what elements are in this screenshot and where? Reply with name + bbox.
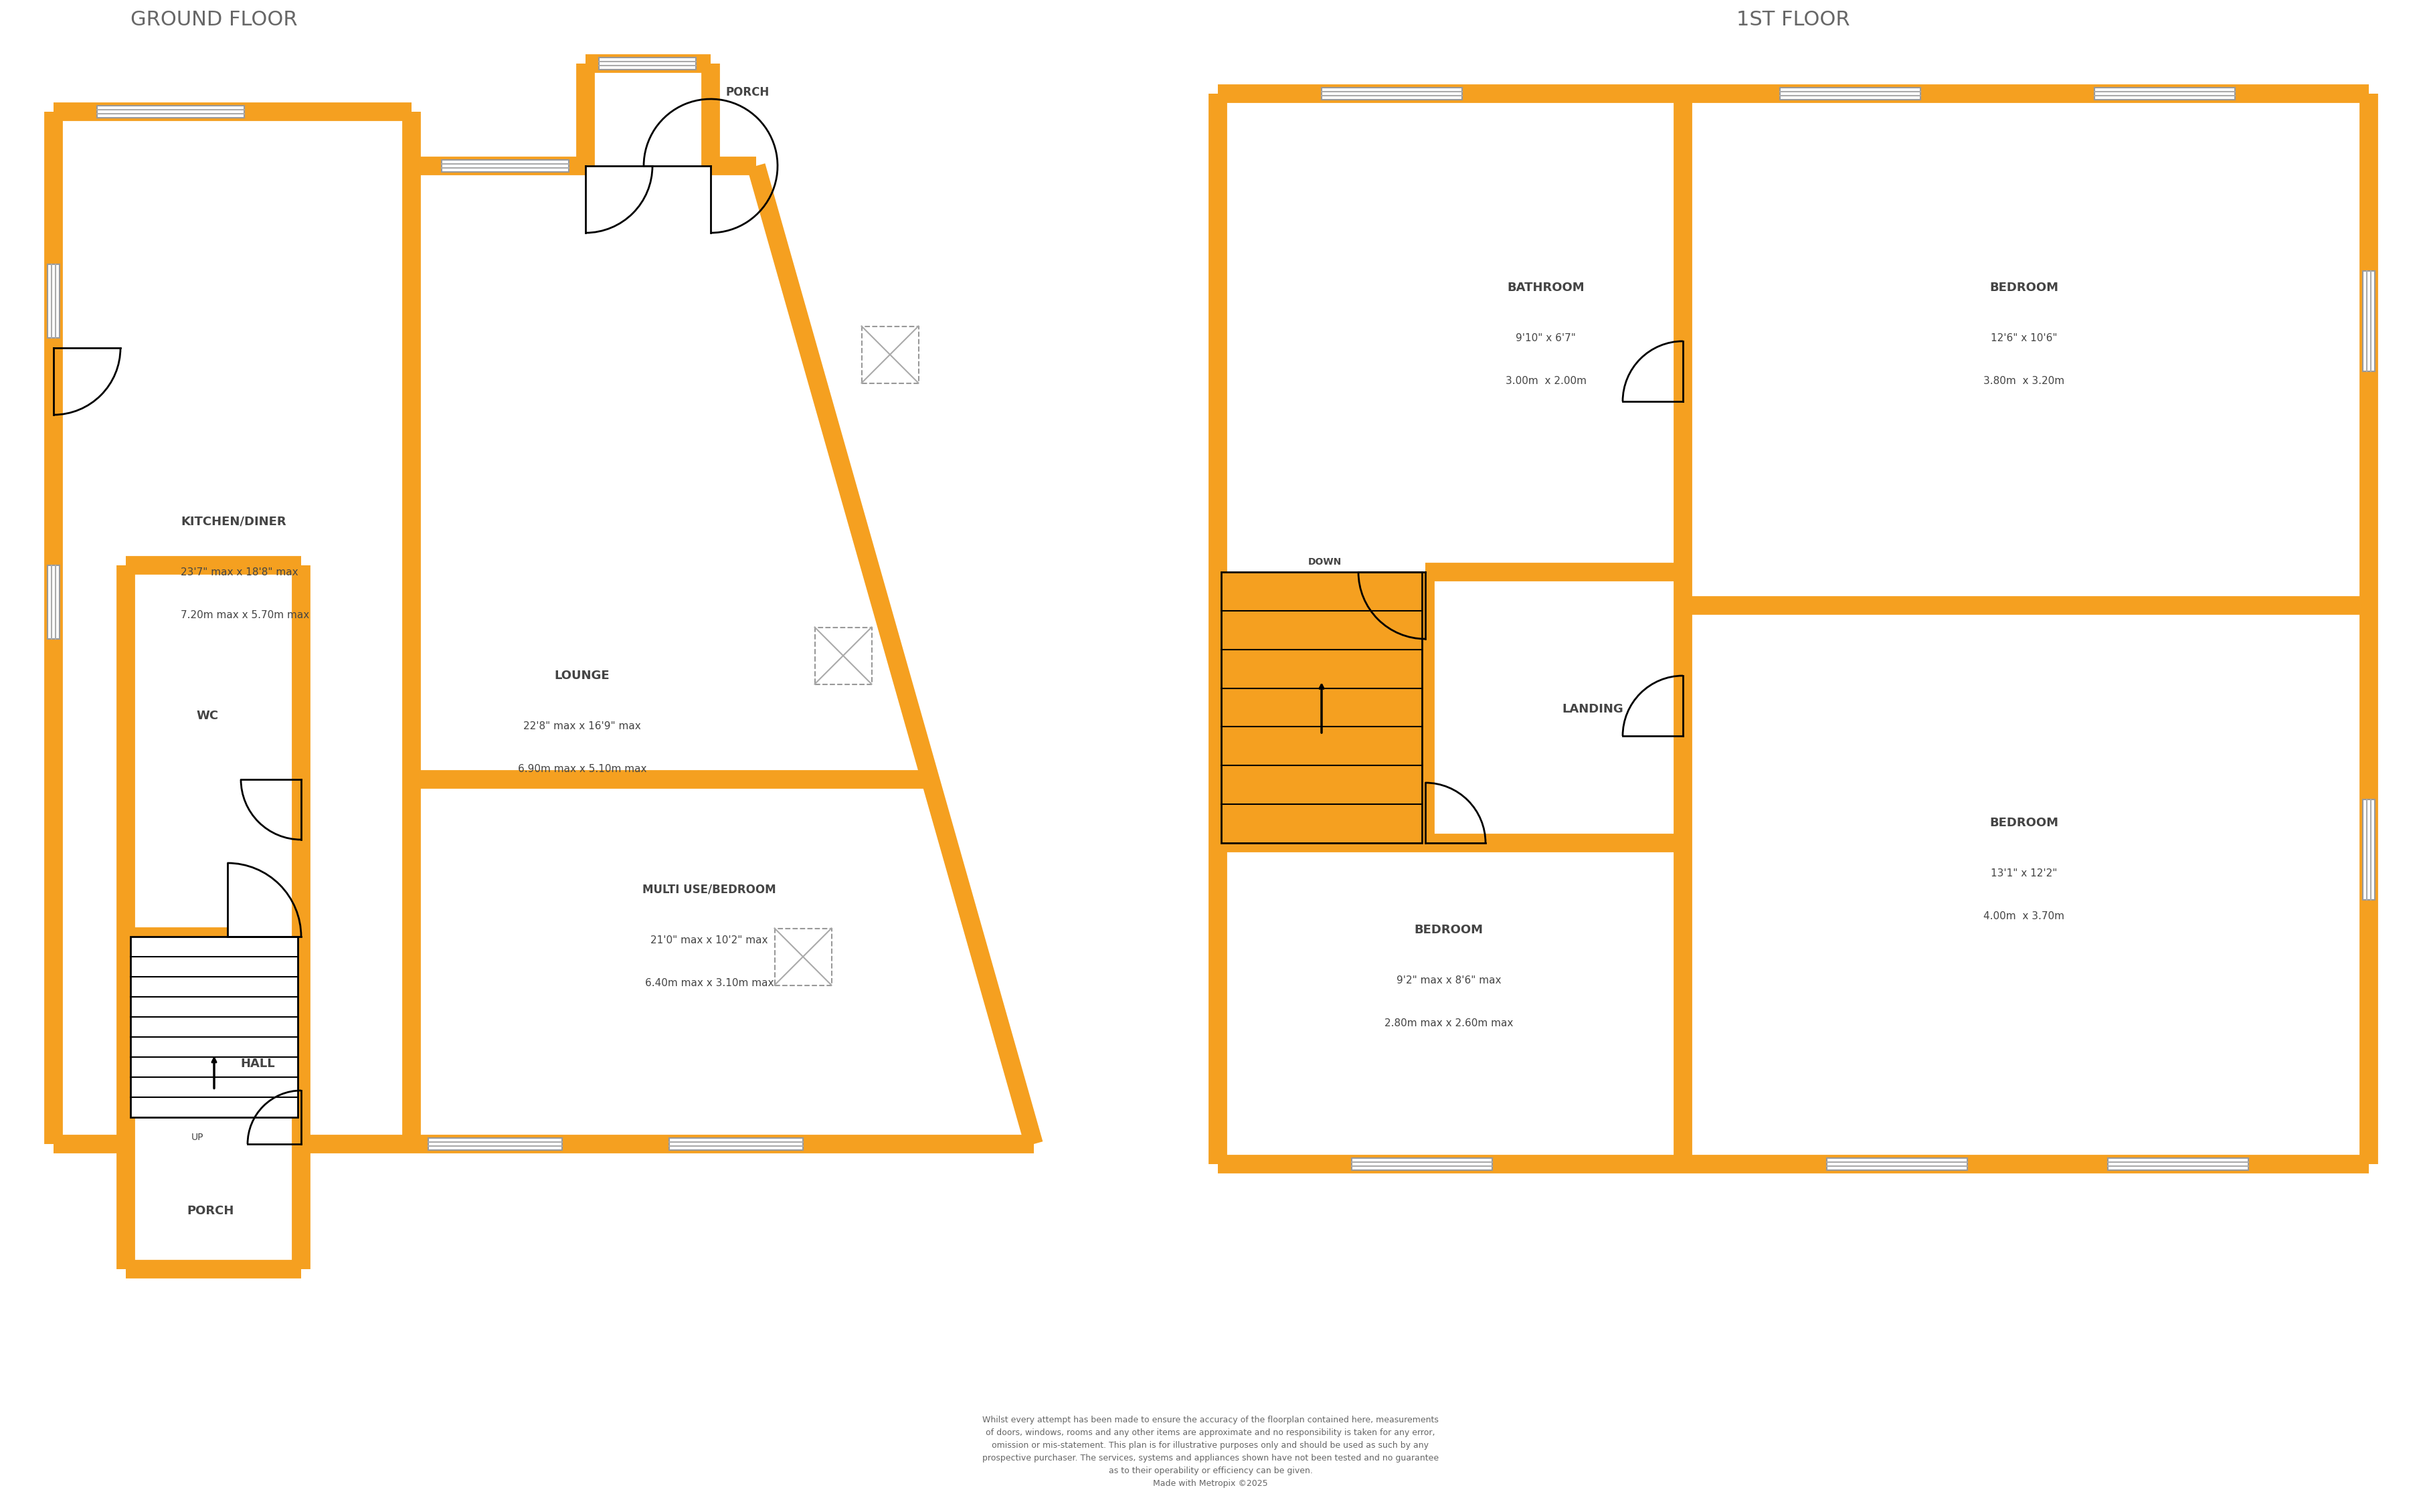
- Text: HALL: HALL: [240, 1058, 276, 1070]
- Text: BATHROOM: BATHROOM: [1506, 281, 1583, 293]
- Text: 22'8" max x 16'9" max: 22'8" max x 16'9" max: [523, 721, 642, 730]
- Bar: [131, 936, 298, 1117]
- Text: 1ST FLOOR: 1ST FLOOR: [1736, 11, 1850, 30]
- Bar: [97, 106, 245, 118]
- Text: PORCH: PORCH: [726, 86, 770, 98]
- Text: 4.00m  x 3.70m: 4.00m x 3.70m: [1983, 912, 2065, 922]
- Bar: [2363, 271, 2375, 372]
- Text: 9'2" max x 8'6" max: 9'2" max x 8'6" max: [1397, 975, 1501, 986]
- Text: BEDROOM: BEDROOM: [1414, 924, 1484, 936]
- Bar: [1220, 572, 1421, 844]
- Text: MULTI USE/BEDROOM: MULTI USE/BEDROOM: [642, 885, 777, 895]
- Bar: [1779, 88, 1920, 100]
- Bar: [48, 565, 61, 640]
- Bar: [1322, 88, 1462, 100]
- Bar: [862, 327, 918, 383]
- Bar: [775, 928, 830, 986]
- Text: 12'6" x 10'6": 12'6" x 10'6": [1990, 333, 2058, 343]
- Text: 2.80m max x 2.60m max: 2.80m max x 2.60m max: [1385, 1019, 1513, 1028]
- Text: 6.90m max x 5.10m max: 6.90m max x 5.10m max: [518, 765, 646, 774]
- Bar: [598, 57, 695, 70]
- Bar: [2109, 1158, 2249, 1170]
- Text: BEDROOM: BEDROOM: [1990, 281, 2058, 293]
- Bar: [2094, 88, 2235, 100]
- Bar: [441, 160, 569, 172]
- Text: 6.40m max x 3.10m max: 6.40m max x 3.10m max: [644, 978, 775, 989]
- Text: LANDING: LANDING: [1562, 703, 1624, 715]
- Text: PORCH: PORCH: [186, 1205, 235, 1217]
- Text: 3.80m  x 3.20m: 3.80m x 3.20m: [1983, 376, 2065, 387]
- Text: 23'7" max x 18'8" max: 23'7" max x 18'8" max: [182, 567, 298, 578]
- Text: BEDROOM: BEDROOM: [1990, 816, 2058, 829]
- Bar: [1351, 1158, 1491, 1170]
- Text: 7.20m max x 5.70m max: 7.20m max x 5.70m max: [182, 611, 310, 620]
- Bar: [816, 627, 872, 683]
- Text: GROUND FLOOR: GROUND FLOOR: [131, 11, 298, 30]
- Bar: [429, 1139, 562, 1151]
- Text: UP: UP: [191, 1132, 203, 1142]
- Bar: [668, 1139, 804, 1151]
- Text: 3.00m  x 2.00m: 3.00m x 2.00m: [1506, 376, 1586, 387]
- Text: KITCHEN/DINER: KITCHEN/DINER: [182, 516, 286, 528]
- Text: 9'10" x 6'7": 9'10" x 6'7": [1516, 333, 1576, 343]
- Bar: [48, 265, 61, 337]
- Text: Whilst every attempt has been made to ensure the accuracy of the floorplan conta: Whilst every attempt has been made to en…: [983, 1415, 1438, 1488]
- Text: LOUNGE: LOUNGE: [554, 670, 610, 682]
- Bar: [2363, 800, 2375, 900]
- Text: DOWN: DOWN: [1307, 558, 1341, 567]
- Text: WC: WC: [196, 709, 218, 721]
- Text: 13'1" x 12'2": 13'1" x 12'2": [1990, 868, 2058, 878]
- Bar: [1828, 1158, 1968, 1170]
- Text: 21'0" max x 10'2" max: 21'0" max x 10'2" max: [651, 934, 767, 945]
